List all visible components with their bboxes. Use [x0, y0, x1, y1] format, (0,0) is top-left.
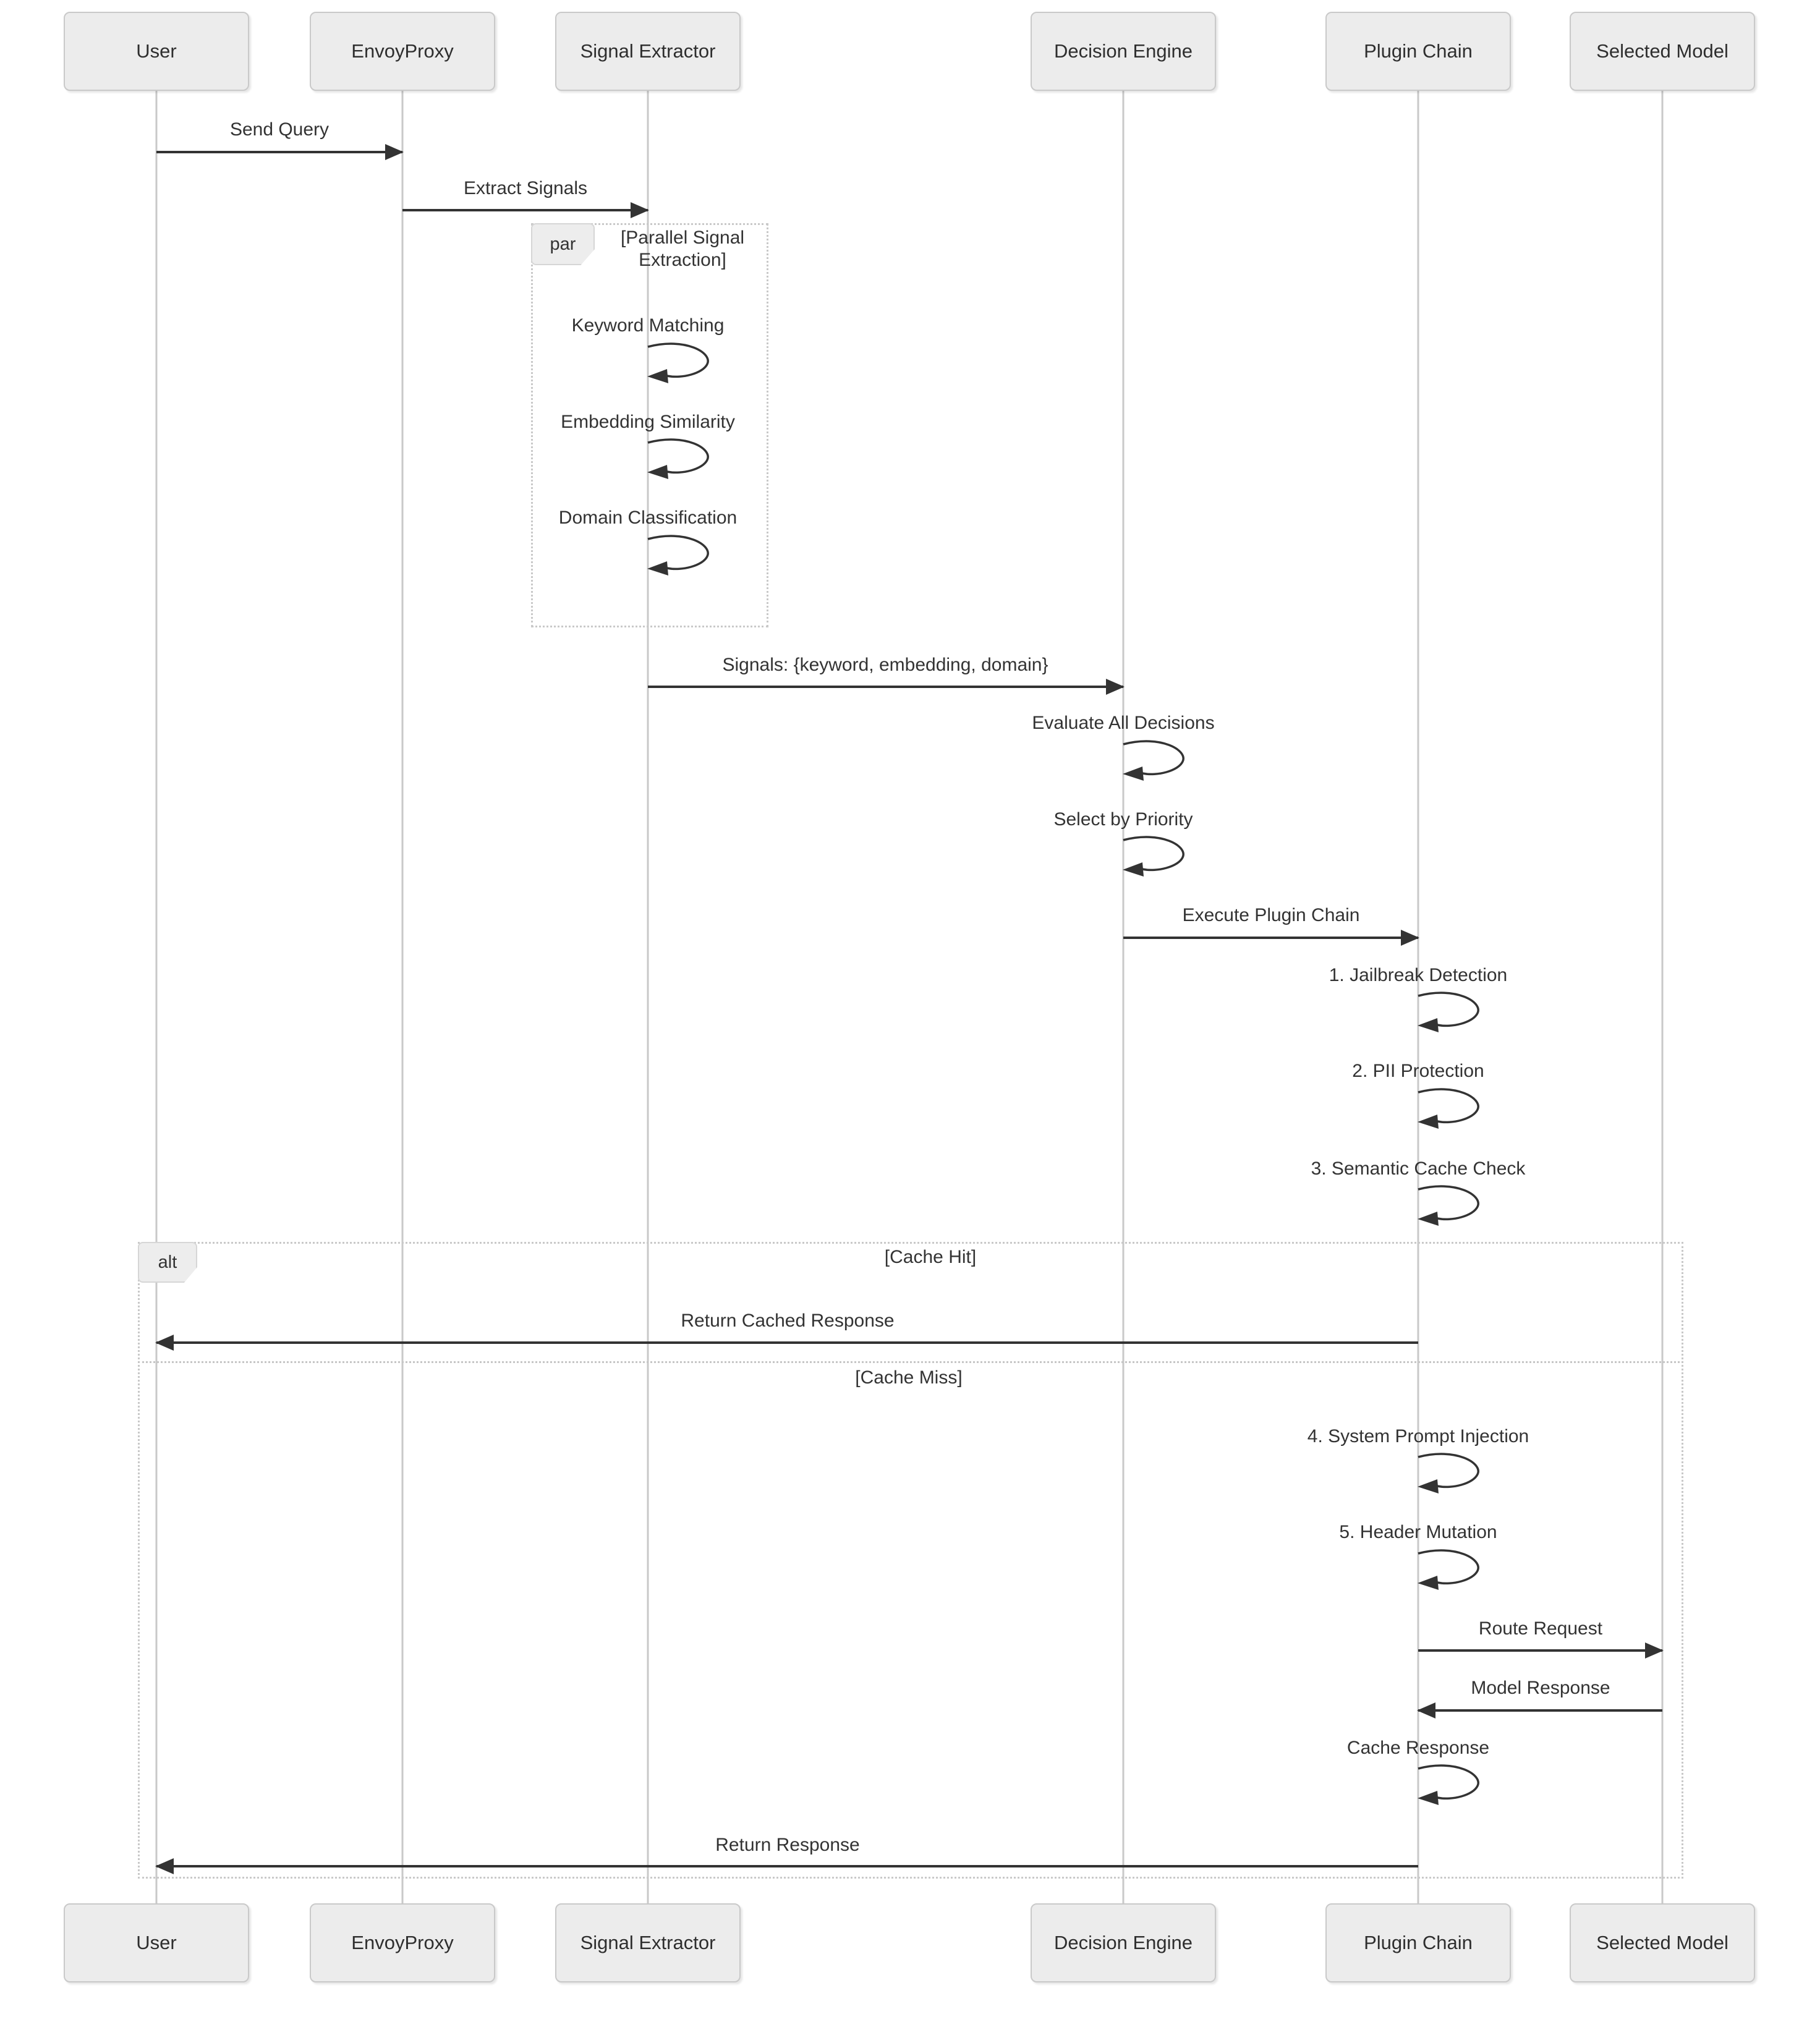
self-message-evaluate-label: Evaluate All Decisions	[1032, 713, 1215, 733]
self-loop-arrow	[1418, 1185, 1479, 1226]
self-loop-arrow	[1418, 992, 1479, 1032]
message-execute-chain-label: Execute Plugin Chain	[1182, 905, 1360, 925]
actor-selected-model-top: Selected Model	[1570, 12, 1755, 91]
self-message-sys-prompt-label: 4. System Prompt Injection	[1307, 1426, 1529, 1447]
actor-label: Selected Model	[1596, 1932, 1729, 1953]
message-model-response-arrow	[1417, 1702, 1662, 1718]
actor-label: EnvoyProxy	[351, 40, 454, 62]
self-message-pii-label: 2. PII Protection	[1352, 1061, 1484, 1081]
actor-decision-engine-bottom: Decision Engine	[1031, 1903, 1216, 1982]
par-keyword: par	[550, 234, 576, 254]
lifeline-selected-model	[1661, 91, 1664, 1903]
actor-signal-extractor-top: Signal Extractor	[555, 12, 741, 91]
lifeline-signal-extractor	[647, 91, 649, 1903]
self-message-cache-response-label: Cache Response	[1346, 1738, 1490, 1758]
actor-plugin-chain-bottom: Plugin Chain	[1325, 1903, 1511, 1982]
self-message-jailbreak-label: 1. Jailbreak Detection	[1329, 965, 1508, 985]
message-model-response-label: Model Response	[1471, 1678, 1610, 1698]
message-return-cached-arrow	[155, 1335, 1418, 1351]
guard-cache-miss: [Cache Miss]	[855, 1367, 963, 1388]
self-loop-arrow	[1418, 1088, 1479, 1129]
message-route-request-label: Route Request	[1478, 1618, 1603, 1639]
arrowhead-right-icon	[1645, 1642, 1664, 1659]
arrowhead-right-icon	[631, 202, 649, 218]
self-message-semantic-cache-label: 3. Semantic Cache Check	[1311, 1158, 1526, 1179]
lifeline-envoyproxy	[401, 91, 404, 1903]
self-loop-arrow	[1418, 1549, 1479, 1590]
message-extract-signals-label: Extract Signals	[463, 178, 588, 198]
message-signals-arrow	[648, 679, 1125, 695]
actor-label: Signal Extractor	[580, 1932, 716, 1953]
message-return-response-label: Return Response	[715, 1835, 860, 1855]
actor-label: User	[136, 1932, 177, 1953]
message-return-cached-label: Return Cached Response	[681, 1311, 895, 1331]
arrowhead-left-icon	[155, 1858, 174, 1874]
self-loop-arrow	[1123, 836, 1184, 877]
lifeline-user	[155, 91, 158, 1903]
alt-frame	[138, 1242, 1683, 1879]
message-signals-label: Signals: {keyword, embedding, domain}	[722, 655, 1048, 675]
self-loop-arrow	[647, 438, 709, 479]
self-message-header-mutation-label: 5. Header Mutation	[1339, 1522, 1497, 1542]
actor-label: EnvoyProxy	[351, 1932, 454, 1953]
self-loop-arrow	[647, 535, 709, 576]
actor-label: Decision Engine	[1053, 40, 1193, 62]
actor-envoyproxy-top: EnvoyProxy	[310, 12, 495, 91]
lifeline-decision-engine	[1122, 91, 1125, 1903]
actor-label: Decision Engine	[1053, 1932, 1193, 1953]
actor-label: User	[136, 40, 177, 62]
message-execute-chain-arrow	[1123, 930, 1419, 946]
actor-plugin-chain-top: Plugin Chain	[1325, 12, 1511, 91]
message-send-query-label: Send Query	[229, 119, 330, 140]
actor-envoyproxy-bottom: EnvoyProxy	[310, 1903, 495, 1982]
actor-label: Plugin Chain	[1364, 1932, 1473, 1953]
actor-selected-model-bottom: Selected Model	[1570, 1903, 1755, 1982]
actor-user-top: User	[64, 12, 249, 91]
arrowhead-left-icon	[1417, 1702, 1435, 1718]
self-loop-arrow	[647, 342, 709, 383]
guard-cache-hit: [Cache Hit]	[884, 1247, 977, 1267]
par-label: par	[531, 223, 595, 265]
actor-decision-engine-top: Decision Engine	[1031, 12, 1216, 91]
par-guard: [Parallel Signal Extraction]	[620, 227, 745, 270]
par-frame	[531, 223, 768, 627]
message-return-response-arrow	[155, 1858, 1418, 1874]
actor-label: Signal Extractor	[580, 40, 716, 62]
alt-keyword: alt	[158, 1252, 177, 1272]
self-loop-arrow	[1418, 1453, 1479, 1493]
actor-user-bottom: User	[64, 1903, 249, 1982]
arrowhead-right-icon	[1106, 679, 1125, 695]
alt-divider	[138, 1361, 1683, 1363]
arrowhead-right-icon	[1401, 930, 1419, 946]
actor-signal-extractor-bottom: Signal Extractor	[555, 1903, 741, 1982]
self-message-embedding-similarity-label: Embedding Similarity	[561, 412, 735, 432]
message-send-query-arrow	[156, 144, 404, 160]
alt-label: alt	[138, 1242, 197, 1283]
arrowhead-left-icon	[155, 1335, 174, 1351]
self-loop-arrow	[1123, 740, 1184, 781]
actor-label: Plugin Chain	[1364, 40, 1473, 62]
self-message-keyword-matching-label: Keyword Matching	[571, 315, 725, 336]
self-loop-arrow	[1418, 1764, 1479, 1805]
self-message-domain-classification-label: Domain Classification	[558, 508, 738, 528]
message-route-request-arrow	[1418, 1642, 1664, 1659]
arrowhead-right-icon	[385, 144, 404, 160]
message-extract-signals-arrow	[402, 202, 649, 218]
actor-label: Selected Model	[1596, 40, 1729, 62]
lifeline-plugin-chain	[1417, 91, 1419, 1903]
self-message-select-priority-label: Select by Priority	[1053, 809, 1193, 830]
